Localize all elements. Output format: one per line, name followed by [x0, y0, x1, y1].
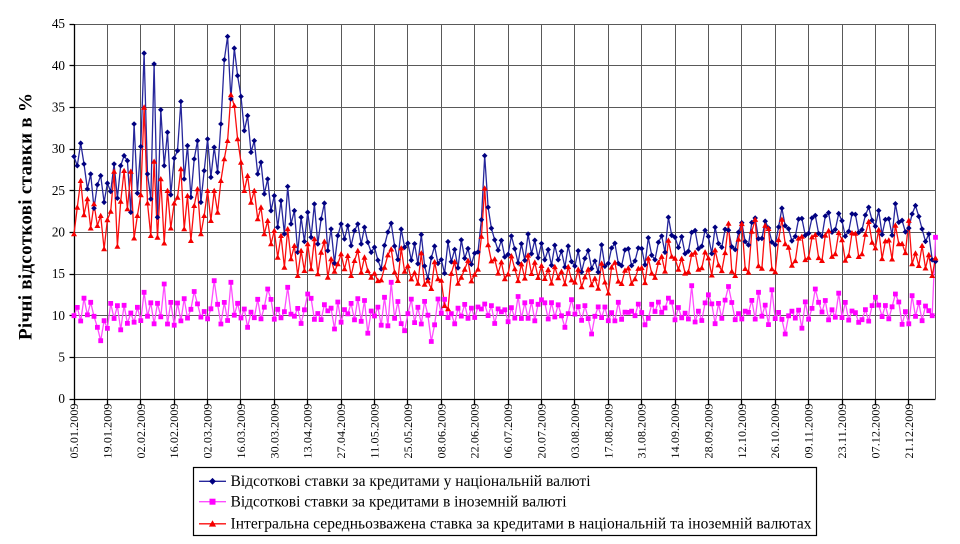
svg-text:08.06.2009: 08.06.2009: [434, 404, 448, 459]
svg-text:05.01.2009: 05.01.2009: [67, 404, 81, 459]
svg-text:Річні відсоткові ставки в %: Річні відсоткові ставки в %: [16, 93, 37, 340]
svg-text:40: 40: [52, 58, 66, 73]
svg-text:25: 25: [52, 183, 66, 198]
svg-text:20.07.2009: 20.07.2009: [535, 404, 549, 459]
svg-text:11.05.2009: 11.05.2009: [368, 404, 382, 459]
svg-text:5: 5: [58, 350, 65, 365]
svg-text:Інтегральна середньозважена ст: Інтегральна середньозважена ставка за кр…: [231, 515, 812, 532]
svg-text:0: 0: [58, 391, 65, 406]
svg-text:10: 10: [52, 308, 66, 323]
svg-text:12.10.2009: 12.10.2009: [735, 404, 749, 459]
svg-text:Відсоткові ставки за кредитами: Відсоткові ставки за кредитами в іноземн…: [231, 493, 568, 510]
svg-text:26.10.2009: 26.10.2009: [768, 404, 782, 459]
svg-text:31.08.2009: 31.08.2009: [635, 404, 649, 459]
svg-text:45: 45: [52, 16, 66, 31]
svg-text:28.09.2009: 28.09.2009: [701, 404, 715, 459]
svg-text:20: 20: [52, 225, 66, 240]
svg-text:19.01.2009: 19.01.2009: [100, 404, 114, 459]
svg-text:22.06.2009: 22.06.2009: [468, 404, 482, 459]
svg-text:25.05.2009: 25.05.2009: [401, 404, 415, 459]
svg-text:27.04.2009: 27.04.2009: [334, 404, 348, 459]
svg-text:02.02.2009: 02.02.2009: [134, 404, 148, 459]
svg-text:15: 15: [52, 266, 66, 281]
svg-text:03.08.2009: 03.08.2009: [568, 404, 582, 459]
svg-text:17.08.2009: 17.08.2009: [601, 404, 615, 459]
svg-text:16.03.2009: 16.03.2009: [234, 404, 248, 459]
svg-text:09.11.2009: 09.11.2009: [802, 404, 816, 459]
svg-text:14.09.2009: 14.09.2009: [668, 404, 682, 459]
svg-text:13.04.2009: 13.04.2009: [301, 404, 315, 459]
svg-text:21.12.2009: 21.12.2009: [902, 404, 916, 459]
svg-text:02.03.2009: 02.03.2009: [201, 404, 215, 459]
svg-text:23.11.2009: 23.11.2009: [835, 404, 849, 459]
svg-text:06.07.2009: 06.07.2009: [501, 404, 515, 459]
svg-text:35: 35: [52, 100, 66, 115]
svg-text:30.03.2009: 30.03.2009: [267, 404, 281, 459]
svg-text:16.02.2009: 16.02.2009: [167, 404, 181, 459]
svg-text:07.12.2009: 07.12.2009: [868, 404, 882, 459]
svg-text:Відсоткові ставки за кредитами: Відсоткові ставки за кредитами у націона…: [231, 473, 592, 490]
svg-text:30: 30: [52, 141, 66, 156]
